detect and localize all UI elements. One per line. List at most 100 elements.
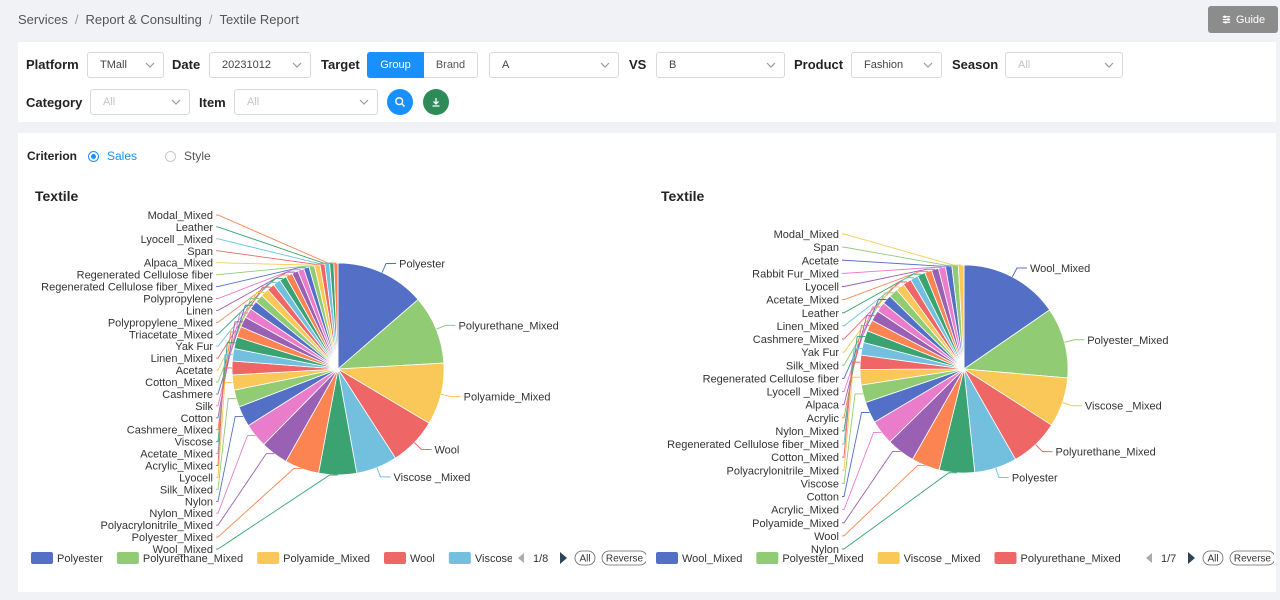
slice-label-polyester-mixed: Polyester_Mixed [132,532,213,544]
slice-label-nylon: Nylon [811,544,839,556]
date-select[interactable]: 20231012 [209,52,311,78]
pie-chart-right: Wool_Mixed Polyester_Mixed Viscose _Mixed P… [656,229,1274,570]
label-line [1035,444,1053,453]
legend-all-label: All [1207,554,1218,565]
legend-item-polyurethane-mixed[interactable]: Polyurethane_Mixed [143,553,243,565]
search-button[interactable] [387,89,413,115]
label-line [216,367,233,466]
label-line [436,324,456,330]
breadcrumb: Services / Report & Consulting / Textile Rep… [18,12,299,27]
label-line [842,412,870,497]
legend-all-button[interactable] [574,550,596,566]
season-select[interactable]: All [1005,52,1123,78]
group-b-value: B [669,59,677,71]
slice-label-polyurethane-mixed: Polyurethane_Mixed [458,320,558,332]
search-icon [395,97,405,107]
category-select[interactable]: All [90,89,190,115]
legend-next-icon[interactable] [1188,552,1195,564]
slice-label-linen-mixed: Linen_Mixed [777,321,839,333]
legend-swatch[interactable] [383,552,406,564]
label-line [842,270,929,301]
slice-label-alpaca: Alpaca [805,400,840,412]
slice-label-acetate-mixed: Acetate_Mixed [140,449,213,461]
platform-select[interactable]: TMall [87,52,164,78]
label-line [413,442,432,451]
legend-prev-icon[interactable] [1146,553,1152,563]
legend-page-indicator: 1/8 [533,553,548,565]
legend-item-polyester[interactable]: Polyester [57,553,103,565]
legend-all-button[interactable] [1202,550,1224,566]
pie-slice-wool-mixed[interactable] [963,264,1051,370]
target-option-brand[interactable]: Brand [424,52,478,78]
breadcrumb-services[interactable]: Services [18,12,68,27]
legend-item-polyester-mixed[interactable]: Polyester_Mixed [782,553,863,565]
item-select[interactable]: All [234,89,378,115]
legend-swatch[interactable] [994,552,1017,564]
label-line [216,398,237,490]
slice-label-triacetate-mixed: Triacetate_Mixed [129,329,213,341]
criterion-option-style: Style [184,149,211,163]
label-line [216,238,328,265]
label-line [216,416,244,502]
slice-label-span: Span [813,242,839,254]
guide-button[interactable]: Guide [1208,6,1278,33]
slice-label-nylon-mixed: Nylon_Mixed [149,508,213,520]
legend-swatch[interactable] [31,552,53,564]
legend-swatch[interactable] [116,552,139,564]
slice-label-lyocell-mixed: Lyocell _Mixed [767,387,839,399]
pie-slice-polyester-mixed[interactable] [962,309,1069,379]
breadcrumb-textile-report: Textile Report [219,12,299,27]
legend-item-viscose-mixed[interactable]: Viscose _Mixed [904,553,981,565]
target-option-group[interactable]: Group [367,52,424,78]
season-placeholder: All [1018,59,1031,71]
legend-swatch[interactable] [448,552,471,564]
download-button[interactable] [423,89,449,115]
breadcrumb-report-consulting[interactable]: Report & Consulting [85,12,202,27]
legend-next-icon[interactable] [560,552,567,564]
label-line [842,376,861,471]
slice-label-polyacrylonitrile-mixed: Polyacrylonitrile_Mixed [727,465,840,477]
pie-slice-polyester[interactable] [337,262,419,370]
legend-item-wool-mixed[interactable]: Wool_Mixed [682,553,742,565]
slice-label-lyocell: Lyocell [805,282,839,294]
legend-all-label: All [579,554,590,565]
slice-label-cashmere-mixed: Cashmere_Mixed [127,425,213,437]
guide-icon [1222,15,1230,24]
label-line [216,226,332,264]
legend-item-polyamide-mixed[interactable]: Polyamide_Mixed [283,553,370,565]
legend-reverse-label: Reverse [1234,554,1272,565]
slice-label-viscose: Viscose [801,478,839,490]
legend-swatch[interactable] [756,552,779,564]
legend-reverse-button[interactable] [601,550,646,566]
legend-reverse-button[interactable] [1229,550,1274,566]
slice-label-polyurethane-mixed: Polyurethane_Mixed [1055,447,1155,459]
legend-item-wool[interactable]: Wool [410,553,435,565]
chevron-down-icon [145,62,155,68]
chart-panel: Criterion Sales Style Textile Textile Po… [18,133,1276,592]
radio-button[interactable] [165,150,176,162]
label-line [216,453,275,526]
legend-swatch[interactable] [877,552,900,564]
pie-chart-left: Polyester Polyurethane_Mixed Polyamide_Mix… [31,210,646,570]
label-line [216,274,289,323]
breadcrumb-separator: / [208,12,213,27]
legend-prev-icon[interactable] [518,553,524,563]
pie-slice-polyurethane-mixed[interactable] [336,298,445,370]
chevron-down-icon [923,62,933,68]
group-a-value: A [502,59,510,71]
legend-item-polyurethane-mixed[interactable]: Polyurethane_Mixed [1021,553,1121,565]
slice-label-acetate-mixed: Acetate_Mixed [766,295,839,307]
group-b-select[interactable]: B [656,52,785,78]
legend-swatch[interactable] [257,552,280,564]
radio-button-checked[interactable] [88,150,99,162]
label-line [1064,339,1085,343]
legend-swatch[interactable] [656,552,678,564]
chart-title-right: Textile [661,188,705,204]
criterion-radio-sales[interactable]: Sales [88,149,137,163]
label-line [216,267,307,288]
product-select[interactable]: Fashion [851,52,942,78]
slice-label-nylon: Nylon [185,496,213,508]
criterion-radio-style[interactable]: Style [165,149,211,163]
label-line [842,292,894,366]
group-a-select[interactable]: A [489,52,619,78]
